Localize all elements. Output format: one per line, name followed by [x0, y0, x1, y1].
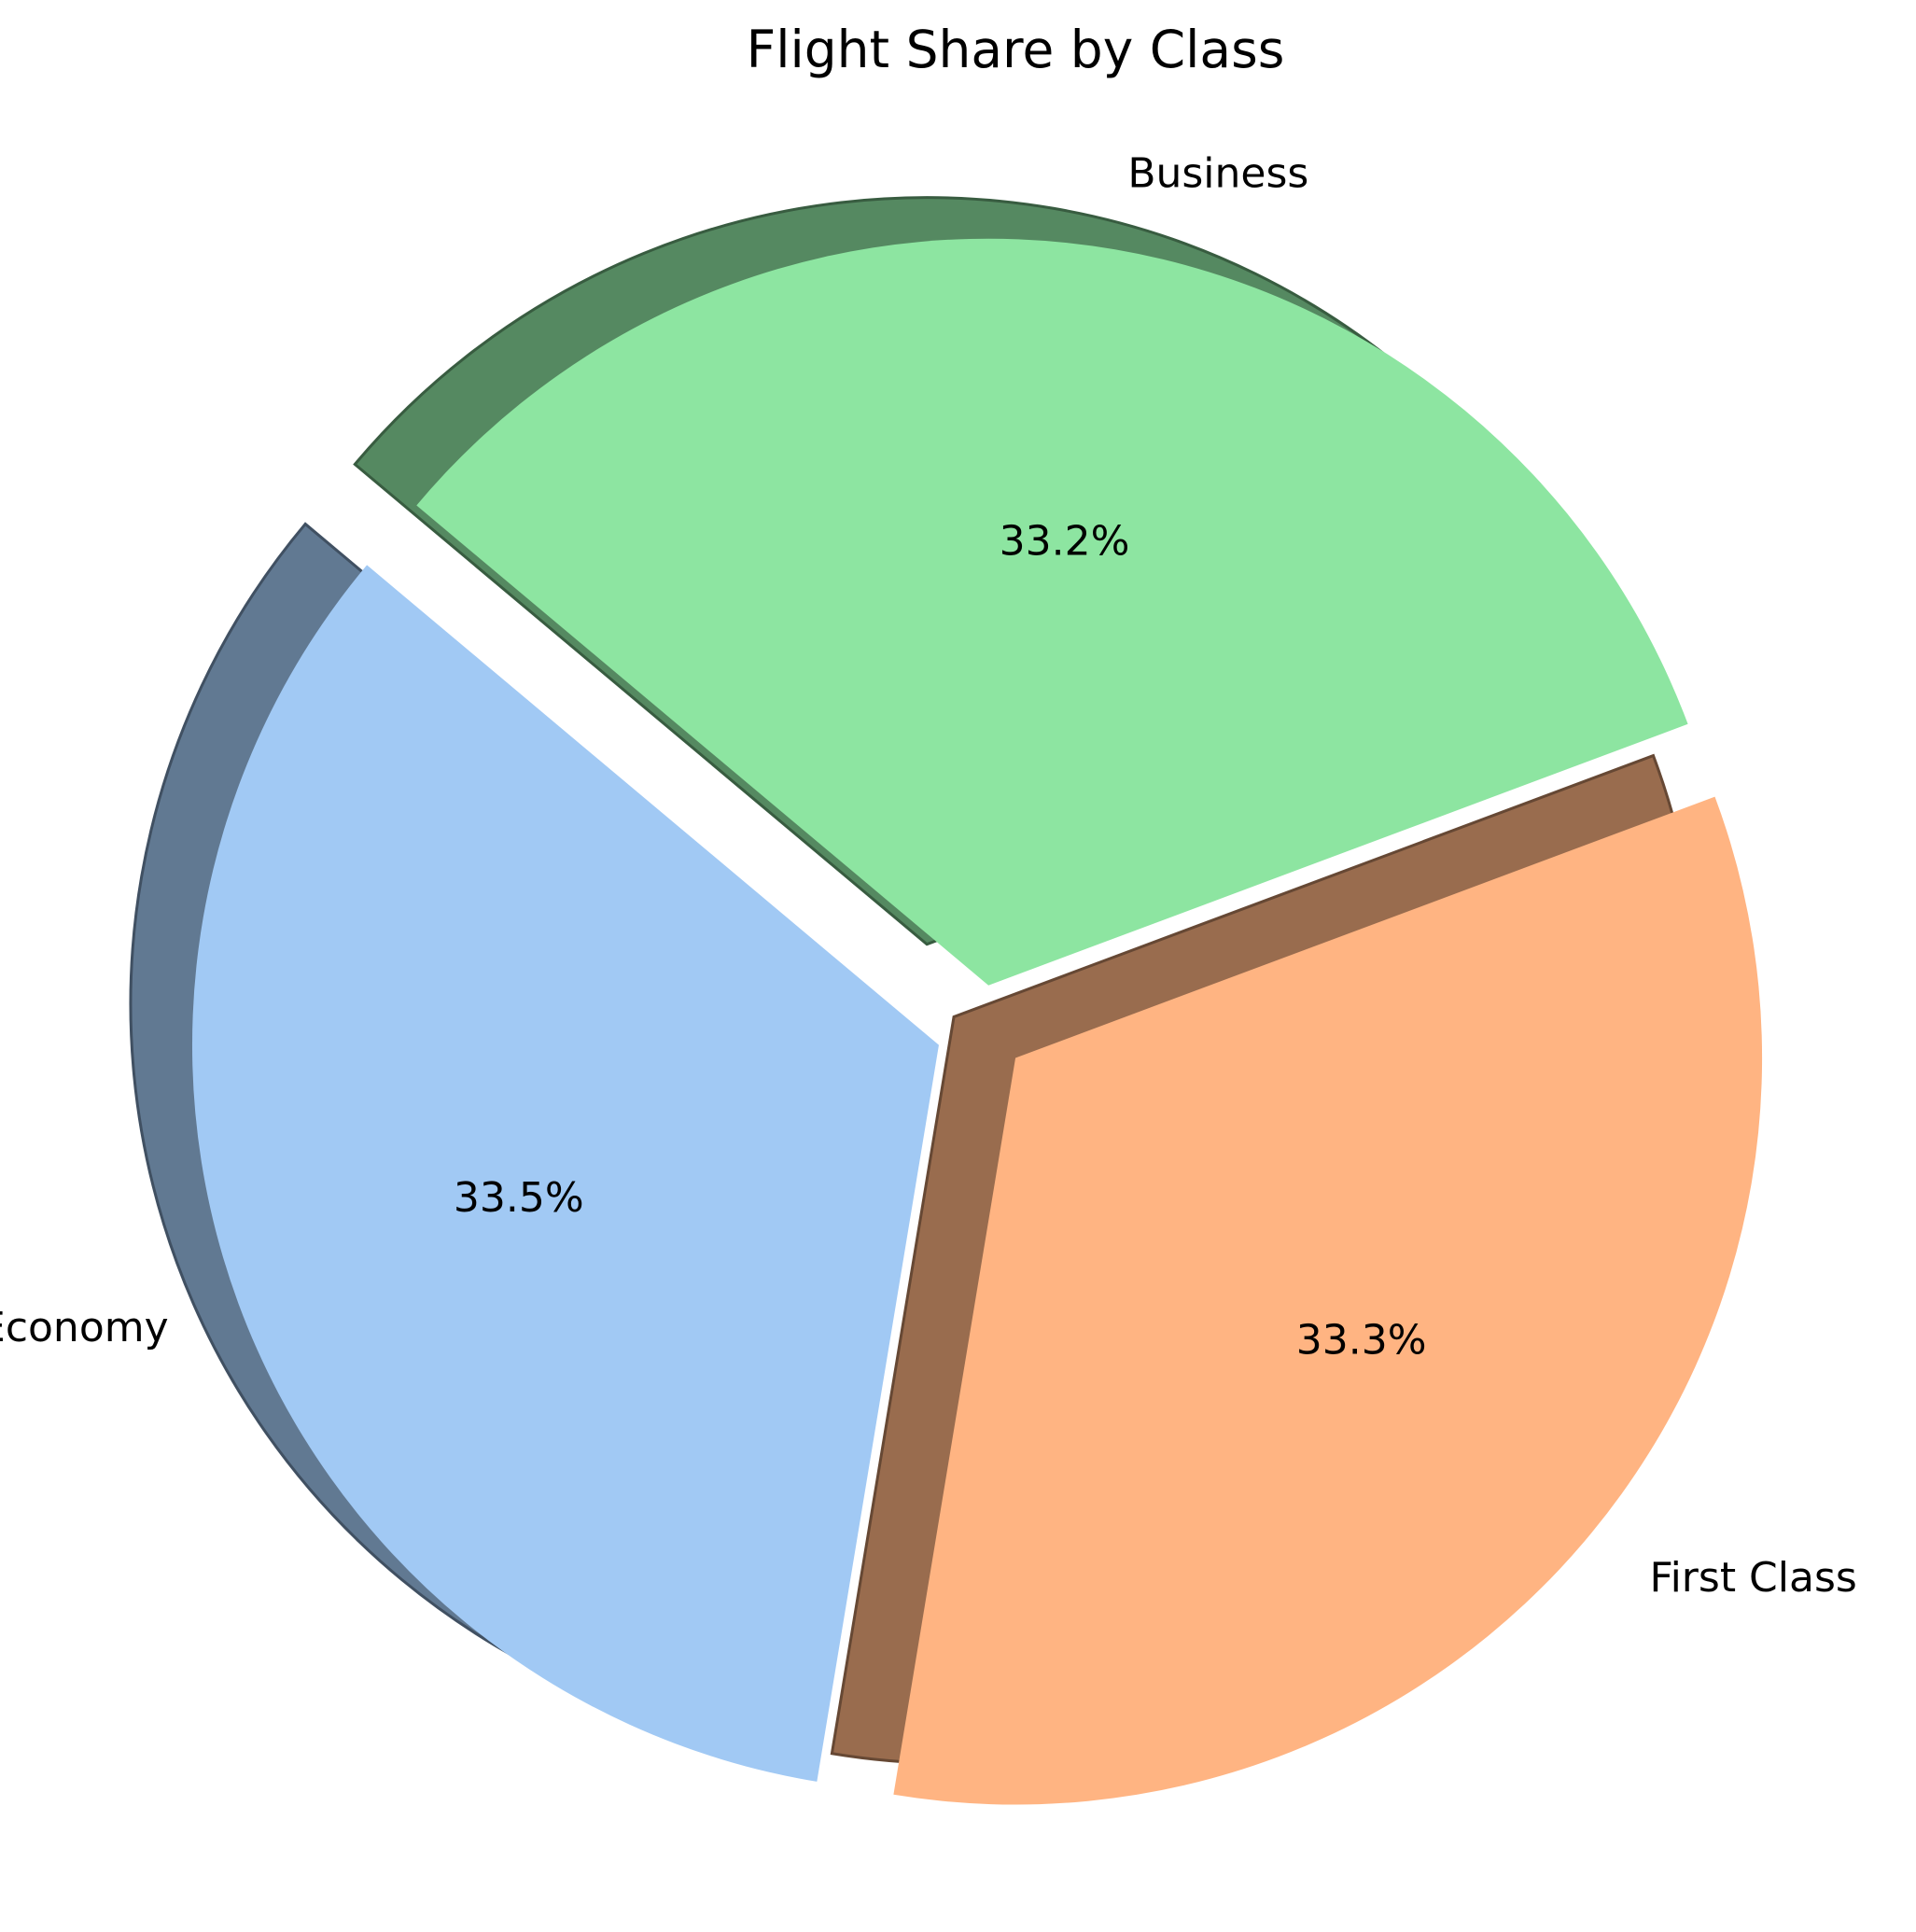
slice-business [416, 238, 1688, 986]
slice-label-first-class: First Class [1649, 1554, 1856, 1602]
slice-layer [191, 238, 1763, 1805]
slice-percent-business: 33.2% [1000, 518, 1130, 566]
slice-label-economy: Economy [0, 1304, 169, 1351]
chart-title: Flight Share by Class [747, 20, 1285, 79]
slice-economy [191, 565, 939, 1782]
slice-first-class [893, 796, 1763, 1805]
slice-label-business: Business [1127, 149, 1308, 197]
slice-percent-first-class: 33.3% [1296, 1317, 1427, 1365]
text-layer: Economy 33.5% First Class 33.3% Business 33.2… [0, 149, 1857, 1601]
slice-percent-economy: 33.5% [454, 1174, 584, 1222]
